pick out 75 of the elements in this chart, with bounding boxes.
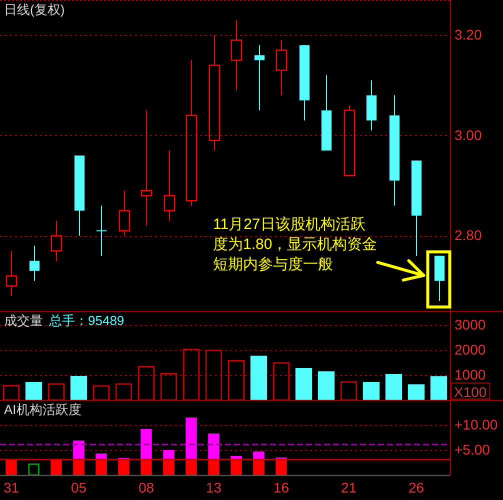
bar	[208, 459, 220, 475]
candlestick	[50, 220, 62, 262]
x-tick-label: 16	[273, 479, 290, 496]
candlestick	[29, 245, 40, 282]
y-tick-label: 3000	[454, 316, 486, 332]
candlestick	[230, 20, 242, 91]
bar	[6, 459, 17, 475]
bar	[430, 376, 448, 400]
bar	[25, 382, 42, 400]
chart-title: AI机构活跃度	[4, 402, 82, 417]
bar	[118, 459, 130, 475]
x-tick-label: 05	[70, 479, 87, 496]
y-tick-label: 1000	[454, 366, 486, 382]
bar	[50, 459, 62, 475]
candlestick	[140, 110, 152, 226]
x-tick-label: 13	[206, 479, 222, 496]
y-tick-label: +5.00	[454, 441, 490, 458]
bar	[362, 382, 380, 400]
bar	[230, 459, 242, 475]
y-tick-label: +10.00	[454, 416, 498, 432]
y-tick-label: 3.20	[454, 26, 482, 43]
bar	[92, 385, 110, 401]
bar	[385, 374, 402, 400]
bar	[272, 362, 290, 401]
candlestick	[6, 250, 18, 296]
bar	[96, 454, 107, 459]
bar	[295, 368, 312, 400]
bar	[163, 459, 174, 475]
bar	[70, 376, 88, 400]
candlestick	[276, 40, 288, 96]
annotation: 11月27日该股机构活跃度为1.80，显示机构资金短期内参与度一般	[213, 216, 378, 273]
x-tick-label: 26	[408, 479, 424, 496]
y-tick-label: 2000	[454, 341, 486, 358]
candlestick	[118, 190, 130, 236]
bar	[140, 459, 152, 475]
bar	[115, 383, 132, 401]
bar	[28, 464, 40, 476]
bar	[318, 371, 335, 400]
bar	[2, 385, 20, 401]
x-tick-label: 31	[3, 479, 20, 496]
x-tick-label: 21	[340, 479, 357, 496]
y-tick-label: 3.00	[454, 126, 482, 143]
chart-title: 日线(复权)	[4, 2, 65, 17]
chart-subtitle: 总手：95489	[48, 313, 124, 328]
bar	[253, 452, 264, 459]
candlestick	[96, 205, 107, 256]
bar	[228, 360, 245, 401]
bar	[73, 459, 84, 475]
candlestick	[186, 60, 198, 206]
bar	[96, 459, 107, 475]
bar	[408, 384, 425, 400]
bar	[160, 373, 178, 401]
bar	[205, 350, 222, 401]
bar	[163, 450, 174, 459]
candlestick	[254, 44, 265, 111]
bar	[138, 366, 155, 401]
bar	[276, 459, 287, 475]
y-tick-label: 2.80	[454, 227, 482, 244]
bar	[230, 456, 242, 459]
bar	[140, 429, 152, 459]
bar	[186, 418, 197, 459]
candlestick	[344, 104, 356, 176]
bar	[186, 459, 197, 475]
bar	[208, 434, 220, 459]
bar	[48, 383, 65, 401]
bar	[73, 440, 84, 459]
candlestick	[164, 150, 176, 222]
bar	[250, 356, 268, 400]
bar	[340, 381, 358, 401]
bar	[253, 459, 264, 475]
x-tick-label: 08	[138, 479, 154, 496]
bar	[182, 348, 200, 401]
candlestick	[208, 34, 220, 151]
y-axis-title: X100	[454, 384, 487, 400]
chart-title: 成交量	[4, 313, 43, 328]
